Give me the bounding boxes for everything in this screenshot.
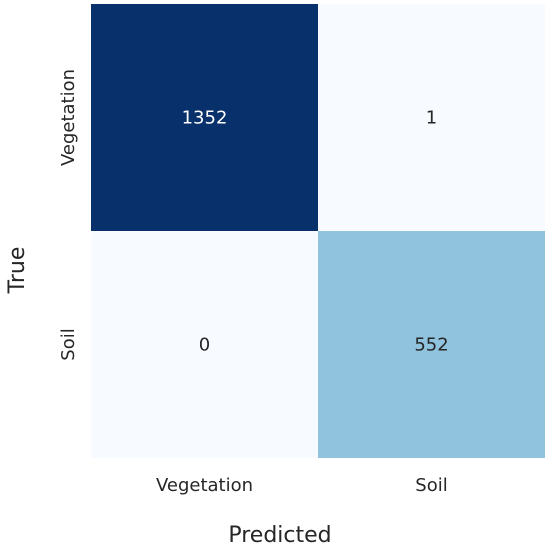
x-tick-label: Soil (415, 475, 447, 496)
y-axis-label: True (5, 247, 30, 295)
x-axis-label: Predicted (228, 523, 331, 548)
heatmap-cells (91, 4, 545, 458)
heatmap-cell-vegetation-vegetation (91, 4, 318, 231)
cell-value-label: 0 (199, 335, 210, 356)
cell-value-label: 1 (426, 108, 437, 129)
x-tick-labels: Vegetation Soil (156, 475, 448, 496)
heatmap-cell-soil-vegetation (91, 231, 318, 458)
y-tick-labels: Vegetation Soil (58, 69, 79, 361)
cell-value-label: 552 (414, 335, 448, 356)
heatmap-cell-labels: 1352 1 0 552 (182, 108, 449, 356)
y-tick-label: Soil (58, 328, 79, 360)
x-tick-label: Vegetation (156, 475, 253, 496)
heatmap-cell-soil-soil (318, 231, 545, 458)
y-tick-label: Vegetation (58, 69, 79, 166)
heatmap-cell-vegetation-soil (318, 4, 545, 231)
cell-value-label: 1352 (182, 108, 228, 129)
